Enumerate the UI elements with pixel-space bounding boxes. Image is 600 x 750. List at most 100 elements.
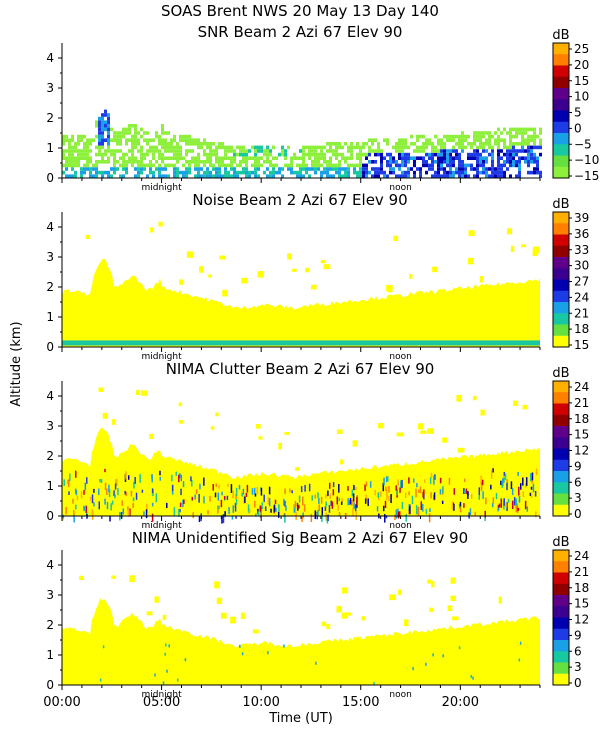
snr-cell [80, 152, 83, 157]
snr-cell [158, 167, 161, 171]
snr-cell [74, 156, 77, 160]
snr-cell [377, 167, 380, 171]
snr-cell [473, 138, 476, 142]
snr-cell [173, 167, 176, 171]
clutter-speck [125, 491, 127, 497]
snr-cell [497, 145, 500, 150]
clutter-speck [244, 496, 246, 504]
echo-region [62, 258, 540, 347]
echo-blob [284, 431, 290, 435]
snr-cell [371, 138, 374, 142]
snr-cell [137, 170, 140, 175]
colorbar-label: 12 [574, 444, 589, 458]
y-tick-label: 2 [46, 449, 54, 463]
snr-cell [308, 156, 311, 160]
clutter-speck [386, 489, 388, 498]
snr-cell [389, 170, 392, 175]
colorbar-segment [553, 121, 569, 134]
y-tick-label: 0 [46, 340, 54, 354]
snr-cell [158, 170, 161, 175]
clutter-speck [104, 482, 107, 491]
snr-cell [521, 145, 524, 150]
snr-cell [437, 170, 440, 175]
snr-cell [95, 167, 98, 171]
clutter-speck [318, 504, 320, 512]
clutter-speck [247, 504, 250, 512]
colorbar-segment [553, 76, 569, 89]
snr-cell [113, 131, 116, 135]
snr-cell [185, 170, 188, 175]
snr-cell [314, 163, 317, 168]
clutter-speck [278, 504, 280, 512]
snr-cell [338, 170, 341, 175]
clutter-speck [129, 508, 131, 517]
snr-cell [86, 156, 89, 160]
clutter-speck [504, 473, 507, 480]
snr-cell [392, 167, 395, 171]
snr-cell [155, 160, 158, 164]
clutter-speck [439, 489, 442, 495]
snr-cell [512, 163, 515, 168]
snr-cell [287, 167, 290, 171]
snr-cell [503, 138, 506, 142]
snr-cell [311, 163, 314, 168]
clutter-speck [413, 478, 415, 483]
snr-cell [509, 142, 512, 146]
snr-cell [266, 167, 269, 171]
snr-cell [260, 145, 263, 150]
snr-cell [503, 145, 506, 150]
clutter-speck [517, 471, 519, 477]
snr-cell [101, 152, 104, 157]
snr-cell [392, 170, 395, 175]
snr-cell [74, 160, 77, 164]
clutter-speck [68, 479, 70, 488]
snr-cell [125, 127, 128, 132]
snr-cell [536, 167, 539, 171]
snr-cell [80, 167, 83, 171]
snr-cell [311, 167, 314, 171]
snr-cell [173, 134, 176, 139]
snr-cell [392, 145, 395, 150]
snr-cell [134, 160, 137, 164]
snr-cell [116, 138, 119, 142]
snr-cell [491, 170, 494, 175]
snr-cell [305, 167, 308, 171]
snr-cell [134, 124, 137, 128]
snr-cell [368, 170, 371, 175]
clutter-speck [151, 474, 153, 483]
snr-cell [266, 160, 269, 164]
snr-cell [395, 174, 398, 178]
echo-blob [513, 400, 519, 406]
snr-cell [131, 156, 134, 160]
snr-cell [158, 152, 161, 157]
snr-cell [443, 152, 446, 157]
snr-cell [455, 170, 458, 175]
snr-cell [116, 160, 119, 164]
clutter-speck [100, 479, 103, 483]
echo-blob [393, 235, 399, 242]
unidentified-speck [168, 644, 170, 648]
clutter-speck [93, 488, 95, 493]
snr-cell [431, 156, 434, 160]
snr-cell [500, 149, 503, 153]
snr-cell [398, 163, 401, 168]
snr-cell [173, 152, 176, 157]
snr-cell [218, 142, 221, 146]
snr-cell [104, 170, 107, 175]
snr-cell [269, 170, 272, 175]
colorbar-segment [553, 268, 569, 280]
snr-cell [524, 138, 527, 142]
snr-cell [299, 167, 302, 171]
snr-cell [302, 174, 305, 178]
snr-cell [410, 134, 413, 139]
snr-cell [149, 138, 152, 142]
snr-cell [449, 160, 452, 164]
clutter-speck [182, 499, 184, 508]
snr-cell [89, 170, 92, 175]
snr-cell [389, 156, 392, 160]
snr-cell [194, 163, 197, 168]
clutter-speck [338, 497, 341, 502]
snr-cell [242, 167, 245, 171]
snr-cell [326, 167, 329, 171]
clutter-speck [329, 493, 332, 500]
